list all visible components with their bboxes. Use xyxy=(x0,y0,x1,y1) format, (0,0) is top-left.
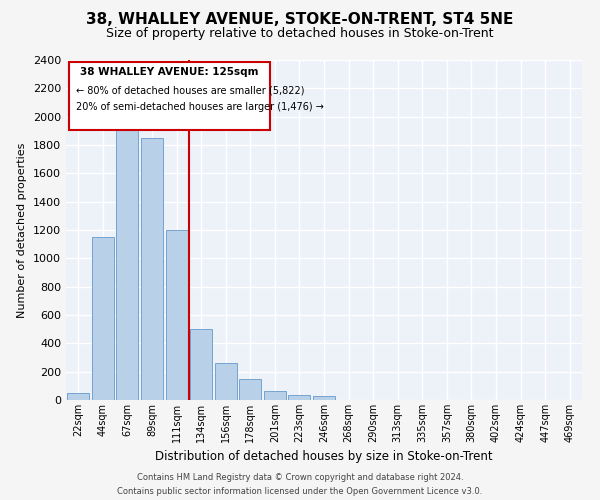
Bar xyxy=(313,396,335,400)
Bar xyxy=(166,230,188,400)
FancyBboxPatch shape xyxy=(68,62,270,130)
Text: 38 WHALLEY AVENUE: 125sqm: 38 WHALLEY AVENUE: 125sqm xyxy=(80,67,259,77)
Bar xyxy=(289,395,310,400)
Bar xyxy=(190,329,212,400)
Bar xyxy=(67,393,89,400)
Bar xyxy=(92,237,114,400)
X-axis label: Distribution of detached houses by size in Stoke-on-Trent: Distribution of detached houses by size … xyxy=(155,450,493,464)
Text: Contains public sector information licensed under the Open Government Licence v3: Contains public sector information licen… xyxy=(118,488,482,496)
Text: Size of property relative to detached houses in Stoke-on-Trent: Size of property relative to detached ho… xyxy=(106,28,494,40)
Bar xyxy=(239,379,262,400)
Bar xyxy=(264,391,286,400)
Bar xyxy=(215,363,237,400)
Text: ← 80% of detached houses are smaller (5,822): ← 80% of detached houses are smaller (5,… xyxy=(76,86,305,96)
Bar xyxy=(141,138,163,400)
Y-axis label: Number of detached properties: Number of detached properties xyxy=(17,142,28,318)
Text: 20% of semi-detached houses are larger (1,476) →: 20% of semi-detached houses are larger (… xyxy=(76,102,324,113)
Text: Contains HM Land Registry data © Crown copyright and database right 2024.: Contains HM Land Registry data © Crown c… xyxy=(137,472,463,482)
Text: 38, WHALLEY AVENUE, STOKE-ON-TRENT, ST4 5NE: 38, WHALLEY AVENUE, STOKE-ON-TRENT, ST4 … xyxy=(86,12,514,28)
Bar xyxy=(116,124,139,400)
